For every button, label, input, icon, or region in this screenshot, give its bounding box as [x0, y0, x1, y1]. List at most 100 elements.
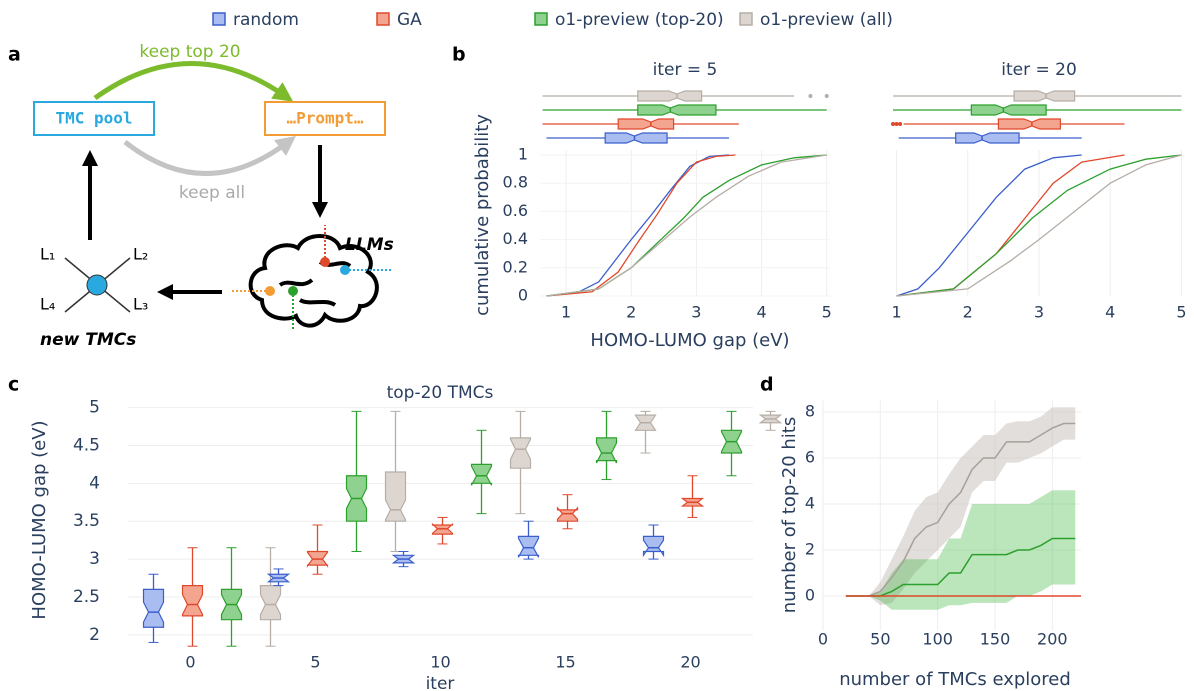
- x-tick-label: 1: [891, 303, 901, 322]
- cdf-line: [546, 154, 827, 297]
- y-tick-label: 5: [89, 398, 100, 418]
- ligand: L₁: [40, 245, 55, 264]
- label: keep top 20: [139, 42, 240, 62]
- legend-label: o1-preview (top-20): [555, 10, 724, 30]
- panel-label: b: [452, 44, 466, 66]
- y-tick-label: 1: [518, 145, 528, 164]
- box: [509, 437, 532, 469]
- y-tick-label: 4: [89, 473, 100, 493]
- y-axis-title: HOMO-LUMO gap (eV): [29, 420, 50, 619]
- box: [642, 535, 665, 558]
- legend-label: o1-preview (all): [760, 10, 893, 30]
- x-tick-label: 4: [1105, 303, 1115, 322]
- x-tick-label: 200: [1037, 630, 1068, 649]
- llm-label: LLMs: [345, 235, 394, 255]
- y-tick-label: 4.5: [73, 435, 100, 455]
- legend-swatch: [376, 12, 390, 26]
- box: [1013, 90, 1076, 102]
- box: [637, 90, 703, 102]
- subplot-title: iter = 20: [1001, 60, 1077, 80]
- line: [845, 537, 1076, 597]
- ligand: L₃: [133, 295, 148, 314]
- legend-swatch: [212, 12, 226, 26]
- dot: [320, 257, 330, 267]
- y-axis-title: cumulative probability: [472, 114, 493, 316]
- arrow: [93, 61, 294, 102]
- x-tick-label: 3: [1034, 303, 1044, 322]
- y-tick-label: 2: [89, 625, 100, 645]
- box: [955, 132, 1020, 144]
- box: [637, 104, 717, 116]
- x-tick-label: 5: [1176, 303, 1186, 322]
- cdf-line: [546, 154, 827, 297]
- x-axis-title: number of TMCs explored: [839, 669, 1071, 690]
- cdf-line: [546, 154, 736, 297]
- cdf-line: [896, 154, 1125, 297]
- x-tick-label: 50: [870, 630, 890, 649]
- confidence-band: [845, 407, 1076, 606]
- y-tick-label: 2.5: [73, 587, 100, 607]
- box: [970, 104, 1047, 116]
- box: [470, 463, 493, 486]
- metal-center: [86, 274, 108, 296]
- line: [845, 422, 1076, 597]
- x-tick-label: 150: [980, 630, 1011, 649]
- legend-label: random: [233, 10, 299, 30]
- box: [617, 118, 675, 130]
- cdf-line: [896, 154, 1182, 297]
- ligand: L₂: [133, 245, 148, 264]
- panel-label: c: [8, 374, 19, 396]
- dot: [288, 286, 298, 296]
- arrow: [123, 135, 296, 176]
- outlier: [898, 122, 903, 126]
- outlier: [894, 122, 899, 126]
- x-axis-title: iter: [426, 674, 455, 691]
- panel-label: d: [760, 374, 774, 396]
- y-tick-label: 0.4: [503, 229, 528, 248]
- x-tick-label: 0: [818, 630, 828, 649]
- x-tick-label: 100: [922, 630, 953, 649]
- y-tick-label: 0.6: [503, 201, 528, 220]
- prompt-box: [264, 101, 386, 136]
- x-tick-label: 1: [561, 303, 571, 322]
- y-tick-label: 3: [89, 549, 100, 569]
- cdf-line: [896, 154, 1082, 297]
- x-tick-label: 4: [756, 303, 766, 322]
- outlier: [891, 122, 895, 126]
- x-tick-label: 2: [963, 303, 973, 322]
- box: [384, 471, 407, 522]
- x-tick-label: 2: [626, 303, 636, 322]
- box: [142, 588, 165, 628]
- brain-icon: [248, 234, 379, 328]
- x-tick-label: 10: [430, 653, 450, 672]
- pool-label: TMC pool: [55, 109, 132, 128]
- prompt-label: …Prompt…: [286, 109, 363, 128]
- x-tick-label: 5: [822, 303, 832, 322]
- box: [604, 132, 668, 144]
- y-tick-label: 8: [805, 402, 815, 421]
- new-tmcs-label: new TMCs: [40, 330, 136, 350]
- subplot-title: iter = 5: [653, 60, 718, 80]
- outlier: [824, 94, 829, 98]
- cdf-line: [896, 154, 1182, 297]
- ligand: L₄: [40, 295, 55, 314]
- legend: random GA o1-preview (top-20) o1-preview (a…: [212, 10, 893, 30]
- chart-title: top-20 TMCs: [387, 383, 494, 403]
- legend-swatch: [739, 12, 753, 26]
- panel-label: a: [8, 44, 21, 66]
- cdf-line: [546, 154, 730, 297]
- y-tick-label: 0.2: [503, 257, 528, 276]
- box: [259, 585, 282, 621]
- box: [595, 437, 618, 464]
- y-tick-label: 6: [805, 448, 815, 467]
- workflow-diagram: keep top 20 keep all TMC pool …Prompt… L…: [33, 42, 394, 350]
- x-tick-label: 3: [691, 303, 701, 322]
- legend-label: GA: [397, 10, 422, 30]
- dot: [265, 286, 275, 296]
- outlier: [808, 94, 813, 98]
- x-tick-label: 20: [680, 653, 700, 672]
- x-tick-label: 5: [310, 653, 320, 672]
- y-tick-label: 0: [518, 286, 528, 305]
- y-tick-label: 3.5: [73, 511, 100, 531]
